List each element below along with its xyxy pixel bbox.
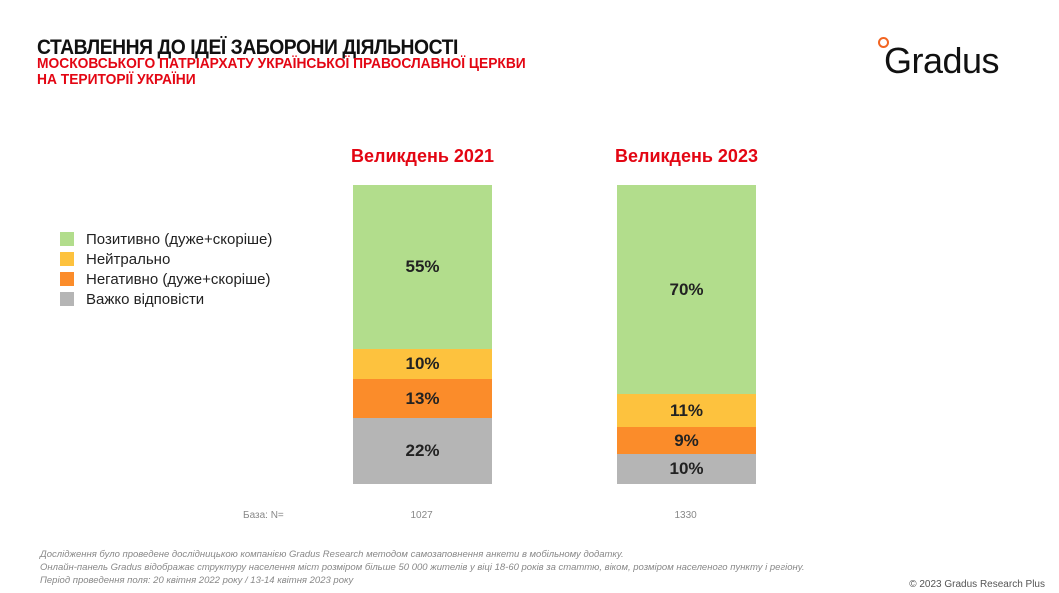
base-value: 1330: [674, 510, 697, 521]
footnote: Онлайн-панель Gradus відображає структур…: [40, 562, 805, 573]
legend-item: Позитивно (дуже+скоріше): [60, 229, 272, 249]
bar-segment: 9%: [617, 427, 756, 455]
legend-swatch: [60, 292, 74, 306]
legend-item: Нейтрально: [60, 249, 272, 269]
category-label: Великдень 2023: [615, 146, 758, 166]
bar-segment: 55%: [353, 185, 492, 350]
page-title: СТАВЛЕННЯ ДО ІДЕЇ ЗАБОРОНИ ДІЯЛЬНОСТІ: [37, 36, 458, 59]
bar-segment: 10%: [353, 349, 492, 380]
logo-dot-icon: [878, 37, 889, 48]
bar-segment: 11%: [617, 394, 756, 428]
legend-label: Нейтрально: [86, 250, 171, 268]
copyright: © 2023 Gradus Research Plus: [909, 579, 1045, 590]
bar-segment: 10%: [617, 454, 756, 484]
bar-segment: 70%: [617, 185, 756, 395]
legend-item: Важко відповісти: [60, 289, 272, 309]
legend-swatch: [60, 272, 74, 286]
legend-swatch: [60, 252, 74, 266]
category-label: Великдень 2021: [351, 146, 494, 166]
legend: Позитивно (дуже+скоріше) Нейтрально Негати…: [60, 229, 272, 309]
subtitle-line: НА ТЕРИТОРІЇ УКРАЇНИ: [37, 71, 196, 88]
legend-label: Негативно (дуже+скоріше): [86, 270, 271, 288]
legend-swatch: [60, 232, 74, 246]
base-label: База: N=: [243, 510, 284, 521]
bar-segment: 13%: [353, 379, 492, 419]
bar-segment: 22%: [353, 418, 492, 484]
base-value: 1027: [410, 510, 433, 521]
footnotes: Дослідження було проведене дослідницькою…: [40, 548, 805, 587]
footnote: Дослідження було проведене дослідницькою…: [40, 549, 624, 560]
legend-label: Позитивно (дуже+скоріше): [86, 230, 273, 248]
legend-label: Важко відповісти: [86, 290, 205, 308]
subtitle-line: МОСКОВСЬКОГО ПАТРІАРХАТУ УКРАЇНСЬКОЇ ПРА…: [37, 55, 526, 72]
legend-item: Негативно (дуже+скоріше): [60, 269, 272, 289]
page-subtitle: МОСКОВСЬКОГО ПАТРІАРХАТУ УКРАЇНСЬКОЇ ПРА…: [37, 56, 526, 88]
gradus-logo: Gradus: [878, 37, 1000, 82]
footnote: Період проведення поля: 20 квітня 2022 р…: [40, 575, 354, 586]
